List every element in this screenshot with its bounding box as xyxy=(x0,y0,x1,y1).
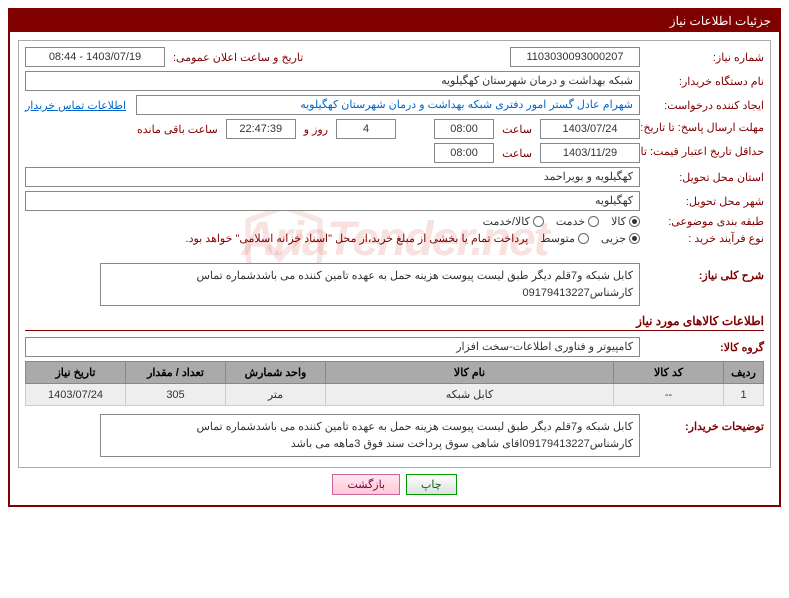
radio-service[interactable]: خدمت xyxy=(556,215,599,228)
category-label: طبقه بندی موضوعی: xyxy=(644,215,764,228)
buyer-notes-label: توضیحات خریدار: xyxy=(644,414,764,433)
validity-label: حداقل تاریخ اعتبار قیمت: تا تاریخ: xyxy=(644,146,764,159)
th-unit: واحد شمارش xyxy=(226,362,326,384)
group-field: کامپیوتر و فناوری اطلاعات-سخت افزار xyxy=(25,337,640,357)
table-row: 1 -- کابل شبکه متر 305 1403/07/24 xyxy=(26,384,764,406)
validity-time: 08:00 xyxy=(434,143,494,163)
th-qty: تعداد / مقدار xyxy=(126,362,226,384)
radio-goods-service[interactable]: کالا/خدمت xyxy=(483,215,544,228)
td-qty: 305 xyxy=(126,384,226,406)
deadline-time: 08:00 xyxy=(434,119,494,139)
th-code: کد کالا xyxy=(614,362,724,384)
process-note: پرداخت تمام یا بخشی از مبلغ خرید،از محل … xyxy=(186,232,537,245)
deadline-date: 1403/07/24 xyxy=(540,119,640,139)
print-button[interactable]: چاپ xyxy=(406,474,457,495)
announce-label: تاریخ و ساعت اعلان عمومی: xyxy=(169,51,303,64)
th-row: ردیف xyxy=(724,362,764,384)
process-label: نوع فرآیند خرید : xyxy=(644,232,764,245)
goods-table: ردیف کد کالا نام کالا واحد شمارش تعداد /… xyxy=(25,361,764,406)
td-unit: متر xyxy=(226,384,326,406)
group-label: گروه کالا: xyxy=(644,341,764,354)
validity-date: 1403/11/29 xyxy=(540,143,640,163)
td-name: کابل شبکه xyxy=(326,384,614,406)
remaining-label: ساعت باقی مانده xyxy=(133,123,222,136)
process-radio-group: جزیی متوسط xyxy=(540,232,640,245)
goods-section-title: اطلاعات کالاهای مورد نیاز xyxy=(25,314,764,331)
th-date: تاریخ نیاز xyxy=(26,362,126,384)
footer-buttons: چاپ بازگشت xyxy=(18,468,771,497)
city-field: کهگیلویه xyxy=(25,191,640,211)
days-label: روز و xyxy=(300,123,332,136)
category-radio-group: کالا خدمت کالا/خدمت xyxy=(483,215,640,228)
td-idx: 1 xyxy=(724,384,764,406)
creator-field: شهرام عادل گستر امور دفتری شبکه بهداشت و… xyxy=(136,95,640,115)
city-label: شهر محل تحویل: xyxy=(644,195,764,208)
announce-field: 1403/07/19 - 08:44 xyxy=(25,47,165,67)
main-panel: جزئیات اطلاعات نیاز AriaTender.net شماره… xyxy=(8,8,781,507)
th-name: نام کالا xyxy=(326,362,614,384)
td-code: -- xyxy=(614,384,724,406)
td-date: 1403/07/24 xyxy=(26,384,126,406)
form-container: شماره نیاز: 1103030093000207 تاریخ و ساع… xyxy=(18,40,771,468)
province-label: استان محل تحویل: xyxy=(644,171,764,184)
panel-title: جزئیات اطلاعات نیاز xyxy=(10,10,779,32)
countdown-field: 22:47:39 xyxy=(226,119,296,139)
deadline-label: مهلت ارسال پاسخ: تا تاریخ: xyxy=(644,122,764,135)
buyer-notes-field: کابل شبکه و7قلم دیگر طبق لیست پیوست هزین… xyxy=(100,414,640,457)
province-field: کهگیلویه و بویراحمد xyxy=(25,167,640,187)
buyer-field: شبکه بهداشت و درمان شهرستان کهگیلویه xyxy=(25,71,640,91)
request-no-field: 1103030093000207 xyxy=(510,47,640,67)
request-no-label: شماره نیاز: xyxy=(644,51,764,64)
back-button[interactable]: بازگشت xyxy=(332,474,400,495)
creator-label: ایجاد کننده درخواست: xyxy=(644,99,764,112)
days-field: 4 xyxy=(336,119,396,139)
buyer-label: نام دستگاه خریدار: xyxy=(644,75,764,88)
radio-goods[interactable]: کالا xyxy=(611,215,640,228)
radio-partial[interactable]: جزیی xyxy=(601,232,640,245)
time-label-1: ساعت xyxy=(498,123,536,136)
radio-medium[interactable]: متوسط xyxy=(540,232,589,245)
desc-field: کابل شبکه و7قلم دیگر طبق لیست پیوست هزین… xyxy=(100,263,640,306)
desc-label: شرح کلی نیاز: xyxy=(644,263,764,282)
time-label-2: ساعت xyxy=(498,147,536,160)
contact-link[interactable]: اطلاعات تماس خریدار xyxy=(25,99,132,112)
